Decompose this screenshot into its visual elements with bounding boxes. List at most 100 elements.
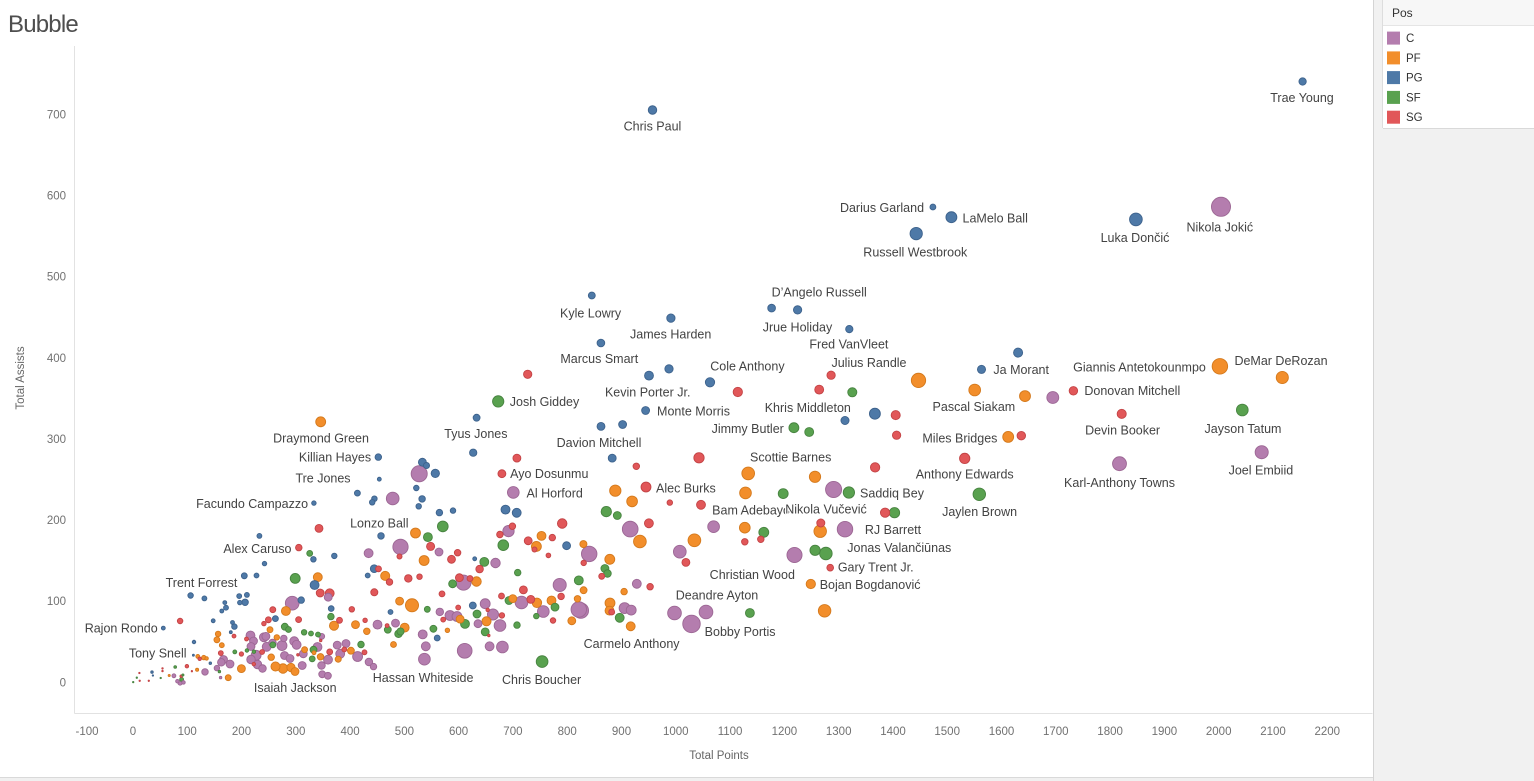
svg-text:Jaylen Brown: Jaylen Brown [942, 505, 1017, 519]
svg-text:700: 700 [503, 726, 522, 738]
svg-text:Hassan Whiteside: Hassan Whiteside [373, 671, 474, 685]
svg-text:500: 500 [395, 726, 414, 738]
svg-text:1000: 1000 [663, 726, 689, 738]
svg-text:Al Horford: Al Horford [527, 487, 583, 501]
svg-text:Tre Jones: Tre Jones [295, 472, 350, 486]
svg-text:Anthony Edwards: Anthony Edwards [916, 468, 1014, 482]
svg-text:Luka Dončić: Luka Dončić [1101, 231, 1170, 245]
svg-text:Bam Adebayo: Bam Adebayo [712, 503, 790, 517]
svg-text:Joel Embiid: Joel Embiid [1229, 464, 1294, 478]
svg-text:Jonas Valančiūnas: Jonas Valančiūnas [847, 541, 951, 555]
svg-text:Marcus Smart: Marcus Smart [560, 352, 638, 366]
svg-text:700: 700 [47, 109, 66, 121]
svg-text:1300: 1300 [826, 726, 852, 738]
svg-text:Facundo Campazzo: Facundo Campazzo [196, 497, 308, 511]
svg-text:1800: 1800 [1097, 726, 1123, 738]
svg-text:Total Assists: Total Assists [15, 346, 27, 410]
svg-text:Nikola Jokić: Nikola Jokić [1186, 221, 1253, 235]
svg-text:1200: 1200 [772, 726, 798, 738]
svg-text:Nikola Vučević: Nikola Vučević [785, 503, 867, 517]
svg-text:PF: PF [1406, 53, 1421, 65]
svg-text:RJ Barrett: RJ Barrett [865, 523, 922, 537]
svg-text:200: 200 [232, 726, 251, 738]
svg-text:Alec Burks: Alec Burks [656, 482, 716, 496]
svg-text:Davion Mitchell: Davion Mitchell [557, 436, 642, 450]
svg-text:Karl-Anthony Towns: Karl-Anthony Towns [1064, 476, 1175, 490]
svg-text:0: 0 [130, 726, 136, 738]
svg-text:Total Points: Total Points [689, 750, 749, 762]
svg-text:Isaiah Jackson: Isaiah Jackson [254, 681, 337, 695]
svg-text:800: 800 [558, 726, 577, 738]
svg-text:Ja Morant: Ja Morant [993, 363, 1049, 377]
svg-text:Deandre Ayton: Deandre Ayton [676, 589, 759, 603]
svg-text:D’Angelo Russell: D’Angelo Russell [772, 286, 867, 300]
svg-text:Giannis Antetokounmpo: Giannis Antetokounmpo [1073, 361, 1206, 375]
svg-text:2000: 2000 [1206, 726, 1232, 738]
svg-text:Carmelo Anthony: Carmelo Anthony [584, 637, 681, 651]
svg-text:Miles Bridges: Miles Bridges [922, 432, 997, 446]
svg-text:300: 300 [47, 434, 66, 446]
svg-text:Chris Paul: Chris Paul [624, 120, 682, 134]
svg-text:Gary Trent Jr.: Gary Trent Jr. [838, 561, 914, 575]
svg-text:Jayson Tatum: Jayson Tatum [1205, 422, 1282, 436]
svg-text:Chris Boucher: Chris Boucher [502, 673, 581, 687]
svg-text:Christian Wood: Christian Wood [710, 568, 795, 582]
svg-text:Cole Anthony: Cole Anthony [710, 359, 785, 373]
svg-text:Donovan Mitchell: Donovan Mitchell [1084, 384, 1180, 398]
svg-text:Jimmy Butler: Jimmy Butler [712, 422, 784, 436]
svg-text:Alex Caruso: Alex Caruso [223, 542, 291, 556]
svg-text:Bojan Bogdanović: Bojan Bogdanović [820, 578, 921, 592]
svg-text:100: 100 [47, 596, 66, 608]
svg-text:Kyle Lowry: Kyle Lowry [560, 306, 622, 320]
svg-text:500: 500 [47, 272, 66, 284]
svg-text:600: 600 [47, 190, 66, 202]
svg-text:Bobby Portis: Bobby Portis [705, 625, 776, 639]
svg-text:Trent Forrest: Trent Forrest [166, 576, 238, 590]
svg-text:LaMelo Ball: LaMelo Ball [963, 211, 1028, 225]
svg-text:Lonzo Ball: Lonzo Ball [350, 516, 408, 530]
svg-text:DeMar DeRozan: DeMar DeRozan [1234, 354, 1327, 368]
svg-text:900: 900 [612, 726, 631, 738]
svg-text:200: 200 [47, 515, 66, 527]
svg-text:1700: 1700 [1043, 726, 1069, 738]
svg-text:Fred VanVleet: Fred VanVleet [809, 338, 889, 352]
svg-text:Saddiq Bey: Saddiq Bey [860, 486, 925, 500]
svg-text:Trae Young: Trae Young [1270, 91, 1334, 105]
svg-text:Kevin Porter Jr.: Kevin Porter Jr. [605, 385, 690, 399]
svg-text:400: 400 [341, 726, 360, 738]
svg-text:James Harden: James Harden [630, 328, 711, 342]
svg-text:Ayo Dosunmu: Ayo Dosunmu [510, 467, 588, 481]
svg-text:Julius Randle: Julius Randle [831, 356, 906, 370]
svg-text:300: 300 [286, 726, 305, 738]
svg-text:100: 100 [178, 726, 197, 738]
svg-text:Monte Morris: Monte Morris [657, 405, 730, 419]
svg-text:Devin Booker: Devin Booker [1085, 423, 1160, 437]
svg-text:Pos: Pos [1392, 6, 1413, 20]
svg-text:400: 400 [47, 353, 66, 365]
svg-text:SG: SG [1406, 112, 1423, 124]
svg-text:-100: -100 [76, 726, 99, 738]
svg-text:2200: 2200 [1315, 726, 1341, 738]
svg-text:1900: 1900 [1152, 726, 1178, 738]
svg-text:2100: 2100 [1260, 726, 1286, 738]
svg-text:Jrue Holiday: Jrue Holiday [763, 321, 833, 335]
svg-text:PG: PG [1406, 73, 1423, 85]
svg-text:1100: 1100 [718, 726, 743, 738]
svg-text:1600: 1600 [989, 726, 1015, 738]
svg-text:Pascal Siakam: Pascal Siakam [933, 400, 1016, 414]
svg-text:1500: 1500 [934, 726, 960, 738]
svg-text:Scottie Barnes: Scottie Barnes [750, 450, 831, 464]
svg-text:SF: SF [1406, 92, 1421, 104]
svg-text:Khris Middleton: Khris Middleton [765, 401, 851, 415]
svg-text:C: C [1406, 33, 1414, 45]
svg-text:Tyus Jones: Tyus Jones [444, 427, 507, 441]
svg-text:Killian Hayes: Killian Hayes [299, 450, 371, 464]
svg-text:1400: 1400 [880, 726, 906, 738]
svg-text:Darius Garland: Darius Garland [840, 201, 924, 215]
svg-text:Rajon Rondo: Rajon Rondo [85, 621, 158, 635]
svg-text:0: 0 [60, 677, 66, 689]
svg-text:Bubble: Bubble [8, 11, 78, 38]
svg-text:Tony Snell: Tony Snell [129, 646, 187, 660]
svg-text:600: 600 [449, 726, 468, 738]
svg-text:Russell Westbrook: Russell Westbrook [863, 245, 968, 259]
